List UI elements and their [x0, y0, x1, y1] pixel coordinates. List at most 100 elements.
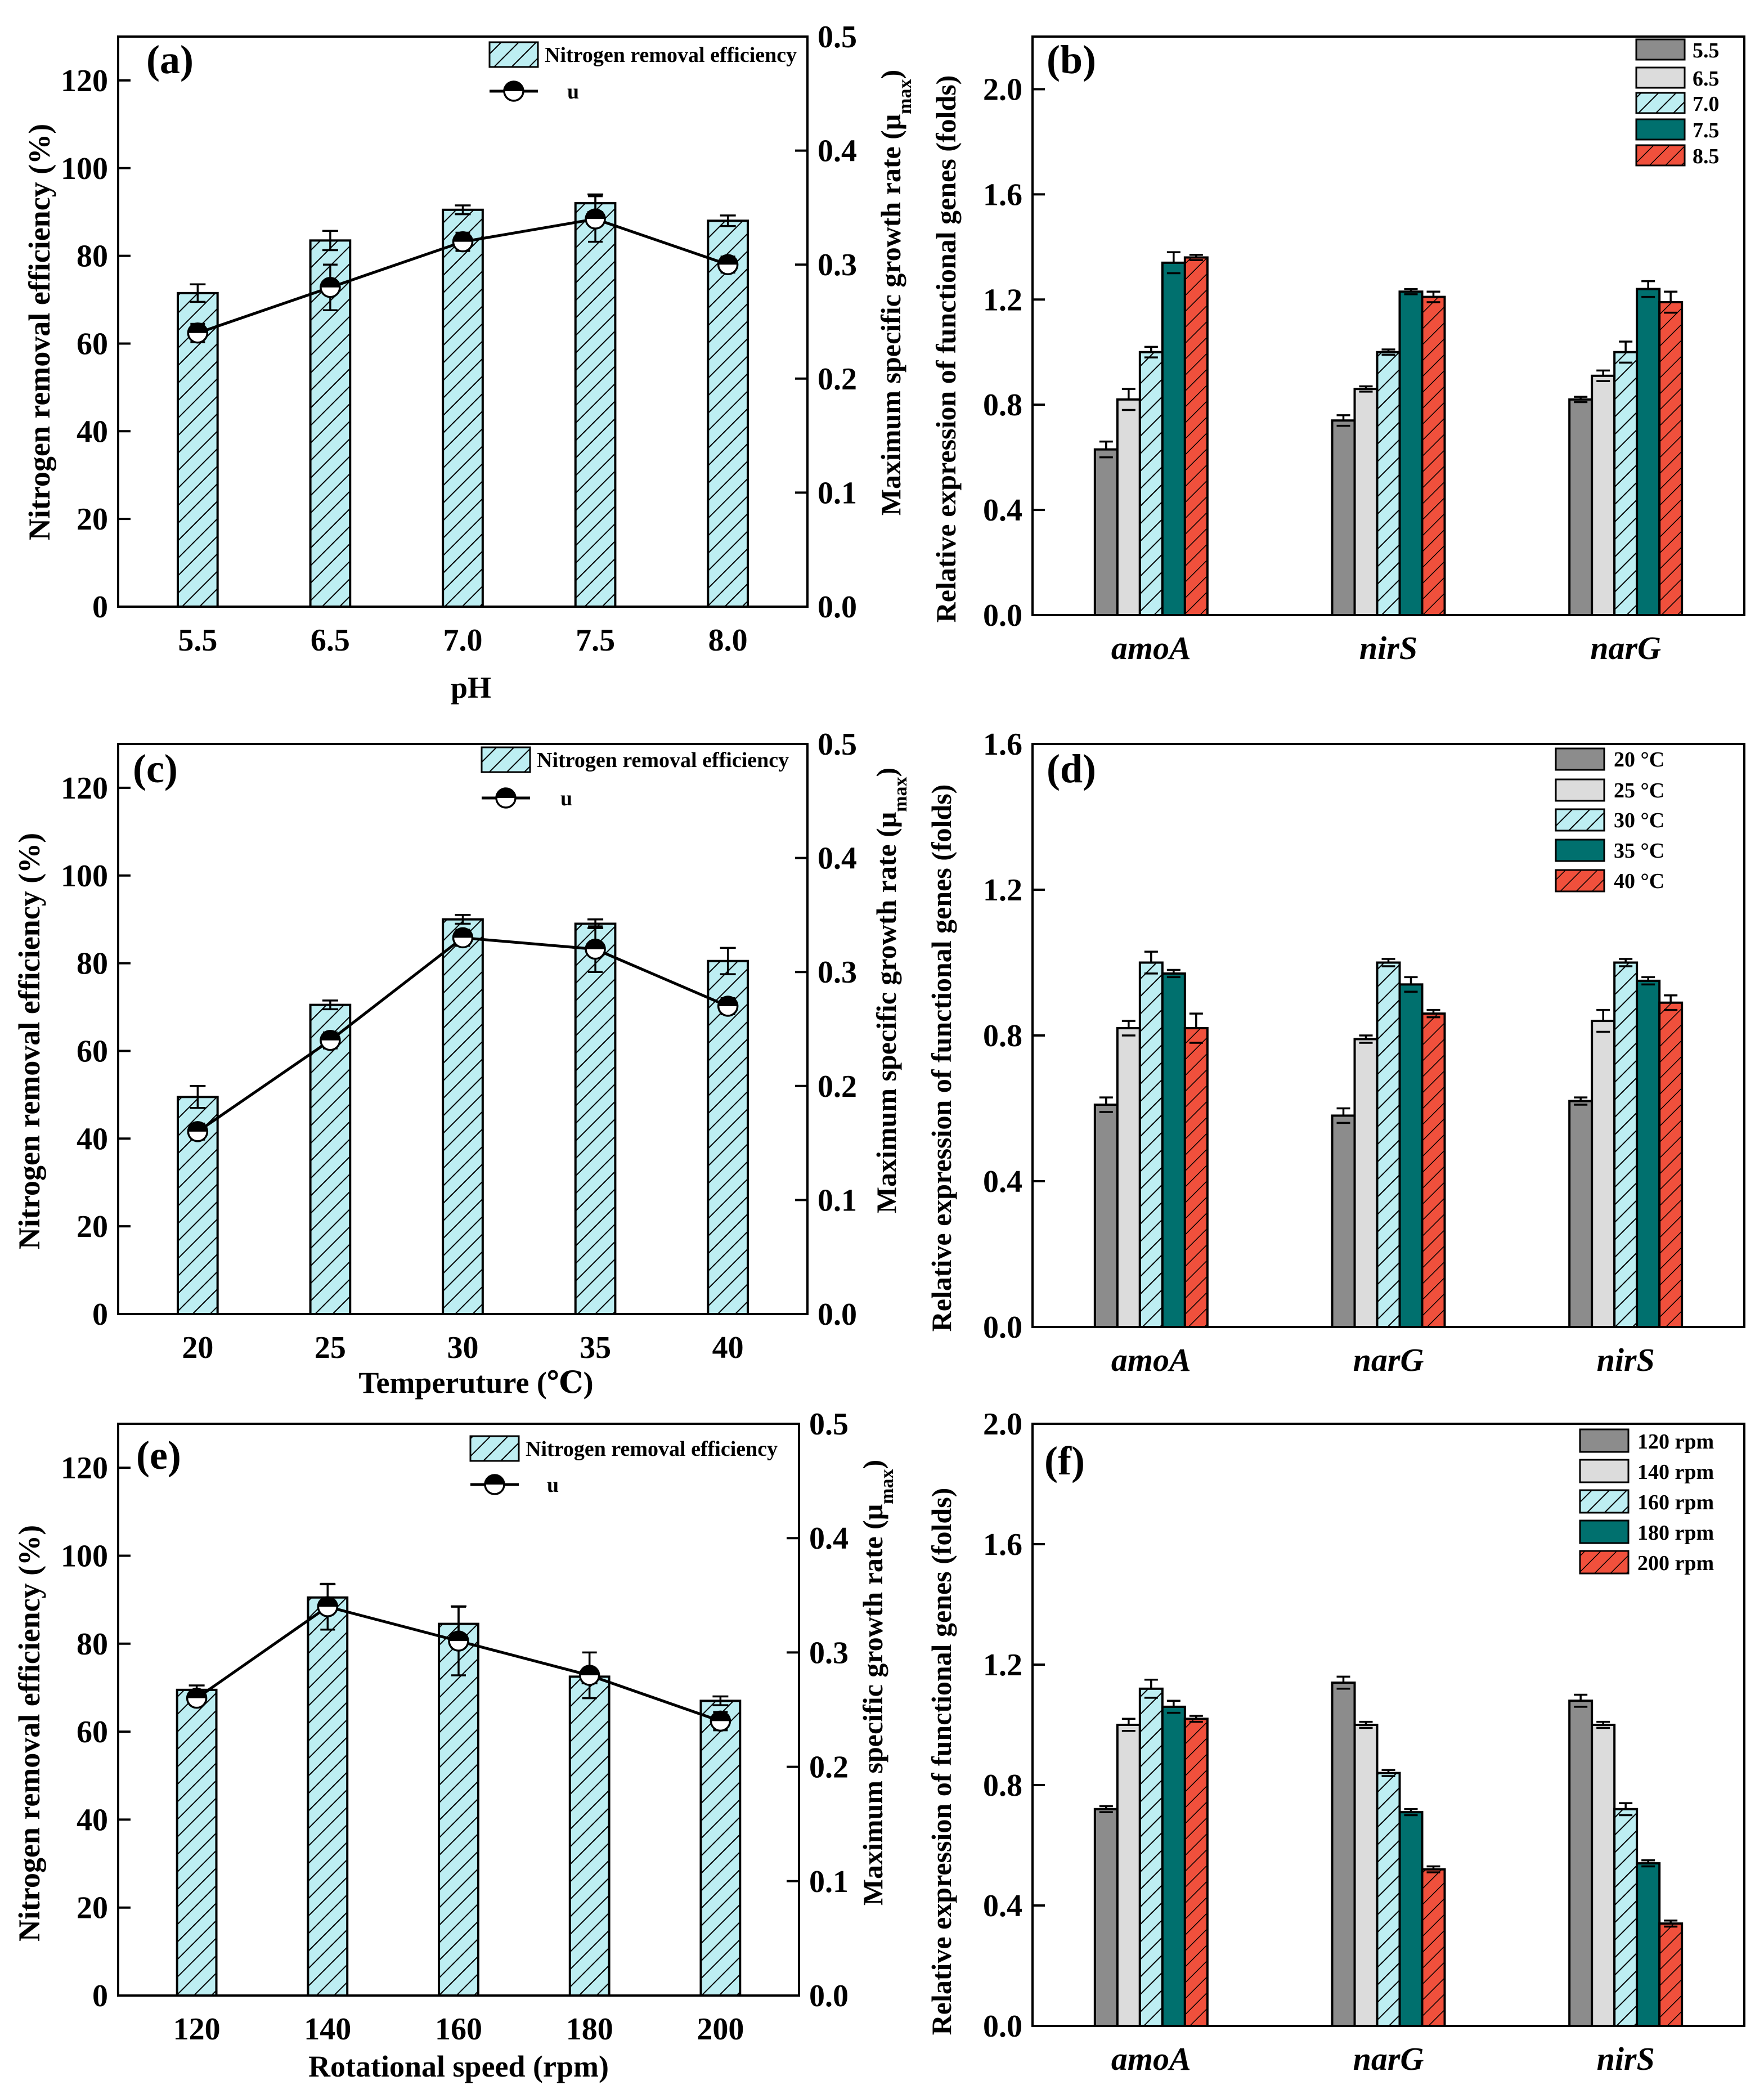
legend: Nitrogen removal efficiency u	[488, 41, 797, 104]
legend-label-4: 7.5	[1693, 119, 1720, 142]
legend: 20 °C 25 °C 30 °C 35 °C 40 °C	[1555, 747, 1664, 893]
legend-swatch-3	[1635, 92, 1686, 114]
y-tick-label: 100	[61, 1539, 108, 1573]
legend: 5.5 6.5 7.0 7.5 8.5	[1635, 38, 1720, 168]
x-category-label: amoA	[1111, 630, 1191, 666]
y-tick-label: 80	[77, 1627, 108, 1662]
y-tick-label: 1.6	[983, 177, 1022, 212]
y-tick-label: 20	[77, 502, 108, 537]
y-tick-label: 2.0	[983, 72, 1022, 107]
legend-label-efficiency: Nitrogen removal efficiency	[526, 1437, 778, 1461]
y-axis-title: Relative expression of functional genes …	[930, 75, 962, 623]
y2-tick-label: 0.1	[818, 476, 857, 510]
legend-swatch-efficiency	[469, 1435, 520, 1462]
panel-label: (f)	[1044, 1438, 1085, 1483]
point-u-half	[320, 277, 340, 288]
legend-label-3: 30 °C	[1614, 809, 1664, 832]
legend-swatch-u-marker-half	[504, 82, 523, 91]
point-u-half	[187, 1688, 207, 1698]
legend-swatch-4	[1635, 118, 1686, 141]
bar-20C	[1093, 1104, 1119, 1329]
y-tick-label: 0.8	[983, 388, 1022, 423]
bar-35C	[1636, 979, 1661, 1328]
legend-label-3: 160 rpm	[1637, 1491, 1714, 1514]
point-u-half	[188, 1122, 208, 1132]
legend-swatch-1	[1579, 1428, 1630, 1453]
bar-20C	[1331, 1114, 1356, 1328]
point-u-half	[453, 928, 473, 938]
x-category-label: nirS	[1597, 2041, 1655, 2077]
legend-label-1: 20 °C	[1614, 748, 1664, 772]
legend-label-5: 40 °C	[1614, 869, 1664, 893]
point-u-half	[453, 232, 473, 242]
point-u-half	[586, 939, 605, 949]
bar-55	[1331, 419, 1356, 617]
bar-120rpm	[1093, 1808, 1119, 2028]
legend-swatch-3	[1555, 808, 1605, 832]
x-axis-title: Rotational speed (rpm)	[308, 2050, 609, 2083]
y2-tick-label: 0.3	[818, 955, 857, 990]
point-u-half	[320, 1030, 340, 1041]
x-category-label: narG	[1353, 2041, 1424, 2077]
point-u-half	[586, 209, 605, 219]
x-tick-label: 140	[304, 2012, 351, 2047]
bar-efficiency	[177, 292, 219, 608]
bar-efficiency	[568, 1675, 611, 1997]
legend-label-u: u	[567, 80, 579, 104]
bar-40C	[1421, 1012, 1446, 1328]
legend-label-u: u	[547, 1473, 559, 1497]
bar-efficiency	[707, 219, 749, 608]
bar-efficiency	[699, 1700, 742, 1997]
bar-40C	[1658, 1001, 1684, 1328]
bar-65	[1116, 398, 1141, 616]
legend-swatch-3	[1579, 1489, 1630, 1514]
bar-25C	[1353, 1038, 1379, 1328]
point-u-half	[718, 255, 738, 265]
panel-c-efficiency-temperature: (c) 0 20 40 60 80 100 120 0.0 0.1 0.2 0.3 0.4 0.5 20 2…	[12, 727, 911, 1400]
y2-tick-label: 0.4	[818, 841, 857, 876]
panel-f-gene-expression-speed: (f) 0.0 0.4 0.8 1.2 1.6 2.0 amoA narG nirS Relat…	[926, 1407, 1745, 2077]
y-axis-title: Relative expression of functional genes …	[926, 1488, 957, 2035]
legend-label-3: 7.0	[1693, 92, 1720, 116]
legend-label-efficiency: Nitrogen removal efficiency	[545, 43, 797, 67]
bar-75	[1636, 288, 1661, 616]
legend-label-2: 6.5	[1693, 67, 1720, 91]
bar-efficiency	[307, 1596, 349, 1997]
bar-efficiency	[574, 202, 617, 608]
y2-tick-label: 0.4	[818, 134, 857, 169]
y-tick-label: 1.2	[983, 283, 1022, 317]
bar-55	[1093, 448, 1119, 616]
bar-70	[1138, 351, 1164, 617]
legend-label-5: 200 rpm	[1637, 1552, 1714, 1575]
y-tick-label: 80	[77, 947, 108, 981]
legend-label-u: u	[560, 787, 572, 810]
bar-160rpm	[1138, 1687, 1164, 2028]
y-tick-label: 1.6	[983, 1527, 1022, 1562]
legend-label-efficiency: Nitrogen removal efficiency	[537, 748, 789, 772]
bar-85	[1421, 295, 1446, 616]
panel-b-gene-expression-ph: (b) 0.0 0.4 0.8 1.2 1.6 2.0 amoA nirS narG Relat…	[930, 35, 1745, 666]
panel-d-gene-expression-temperature: (d) 0.0 0.4 0.8 1.2 1.6 amoA narG nirS Relative…	[926, 727, 1745, 1378]
x-axis-title: Temperuture (℃)	[358, 1366, 593, 1400]
legend-label-1: 5.5	[1693, 39, 1720, 62]
bar-85	[1658, 301, 1684, 616]
x-tick-label: 160	[435, 2012, 482, 2047]
legend-swatch-u-marker-half	[485, 1475, 504, 1485]
y2-tick-label: 0.1	[818, 1183, 857, 1218]
y-tick-label: 120	[61, 64, 108, 98]
legend-label-2: 25 °C	[1614, 779, 1664, 802]
y-tick-label: 0	[92, 590, 108, 625]
bar-efficiency	[438, 1622, 479, 1997]
y-tick-label: 0.4	[983, 1889, 1022, 1923]
bar-efficiency	[707, 959, 749, 1315]
y-axis-title: Relative expression of functional genes …	[926, 784, 957, 1332]
legend-swatch-u-marker-half	[496, 788, 515, 798]
point-u-half	[718, 996, 738, 1006]
y2-axis-title: Maximum specific growth rate (μmax)	[870, 768, 911, 1213]
legend-swatch-5	[1635, 144, 1686, 167]
y2-tick-label: 0.4	[809, 1521, 849, 1556]
x-tick-label: 7.5	[576, 623, 615, 658]
x-tick-label: 40	[712, 1330, 744, 1365]
y-tick-label: 0	[92, 1979, 108, 2014]
y-tick-label: 0.0	[983, 598, 1022, 633]
